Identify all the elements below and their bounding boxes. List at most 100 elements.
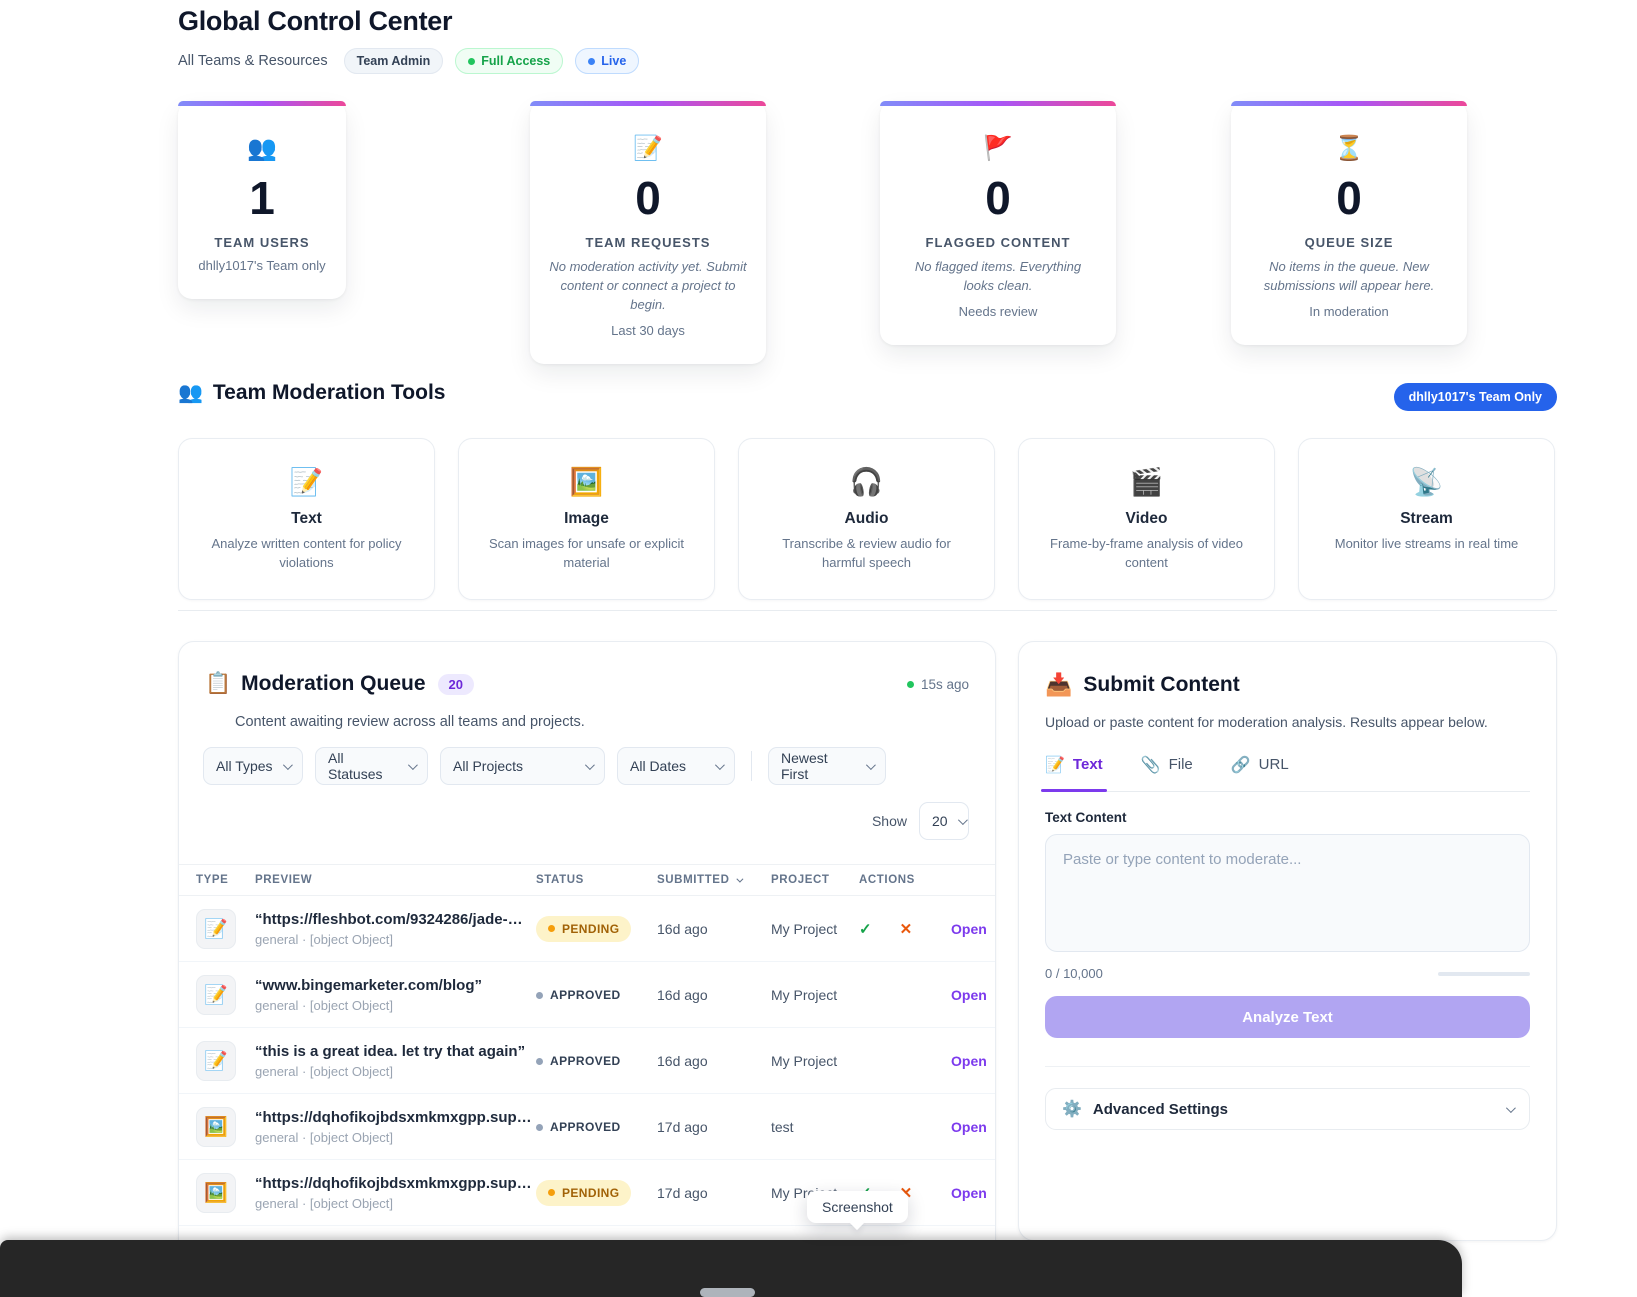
content-textarea[interactable] <box>1045 834 1530 952</box>
row-meta: general · [object Object] <box>255 931 394 947</box>
table-row[interactable]: 🖼️ “https://dqhofikojbdsxmkmxgpp.sup… gen… <box>179 1094 995 1160</box>
advanced-settings-toggle[interactable]: ⚙️ Advanced Settings <box>1045 1088 1530 1130</box>
tool-card-video[interactable]: 🎬 Video Frame-by-frame analysis of video… <box>1018 438 1275 600</box>
tool-card-text[interactable]: 📝 Text Analyze written content for polic… <box>178 438 435 600</box>
filter-types-select[interactable]: All Types <box>203 747 303 785</box>
tab-url[interactable]: 🔗 URL <box>1230 756 1289 774</box>
tool-desc: Frame-by-frame analysis of video content <box>1050 536 1243 570</box>
amber-dot-icon <box>548 1189 555 1196</box>
team-icon: 👥 <box>178 382 203 404</box>
open-link[interactable]: Open <box>951 1184 987 1201</box>
submit-divider <box>1045 1066 1530 1067</box>
status-dot-icon <box>906 680 914 688</box>
text-type-icon: 📝 <box>196 1040 236 1081</box>
audio-tool-icon: 🎧 <box>849 467 884 497</box>
clipboard-icon: 📋 <box>205 672 232 695</box>
green-dot-icon <box>468 57 476 65</box>
open-link[interactable]: Open <box>951 1052 987 1069</box>
image-type-icon: 🖼️ <box>196 1106 236 1147</box>
row-submitted: 17d ago <box>657 1118 708 1135</box>
text-content-label: Text Content <box>1045 810 1127 825</box>
row-preview: “https://dqhofikojbdsxmkmxgpp.sup… <box>255 1174 532 1192</box>
row-submitted: 16d ago <box>657 1052 708 1069</box>
open-link[interactable]: Open <box>951 1118 987 1135</box>
reject-button[interactable]: ✕ <box>899 920 913 938</box>
tool-card-audio[interactable]: 🎧 Audio Transcribe & review audio for ha… <box>738 438 995 600</box>
tool-card-image[interactable]: 🖼️ Image Scan images for unsafe or expli… <box>458 438 715 600</box>
gray-dot-icon <box>536 991 543 999</box>
filter-divider <box>751 751 752 781</box>
full-access-badge: Full Access <box>455 48 564 74</box>
row-project: test <box>771 1118 794 1135</box>
paperclip-icon: 📎 <box>1140 756 1161 774</box>
stream-tool-icon: 📡 <box>1409 467 1444 497</box>
stat-caption: Last 30 days <box>611 322 685 338</box>
tool-name: Image <box>564 510 609 527</box>
text-type-icon: 📝 <box>196 974 236 1015</box>
tool-desc: Monitor live streams in real time <box>1334 536 1519 551</box>
submit-subtitle: Upload or paste content for moderation a… <box>1045 714 1488 730</box>
chevron-down-icon <box>282 759 293 770</box>
sort-column-submitted[interactable]: SUBMITTED <box>657 874 771 886</box>
image-tool-icon: 🖼️ <box>569 467 604 497</box>
row-preview: “this is a great idea. let try that agai… <box>255 1042 526 1060</box>
filter-statuses-select[interactable]: All Statuses <box>315 747 428 785</box>
video-tool-icon: 🎬 <box>1129 467 1164 497</box>
char-progress-bar <box>1438 971 1530 976</box>
tool-name: Video <box>1125 510 1168 527</box>
row-meta: general · [object Object] <box>255 1063 394 1079</box>
chevron-down-icon <box>714 759 725 770</box>
tool-name: Audio <box>844 510 889 527</box>
filter-projects-select[interactable]: All Projects <box>440 747 605 785</box>
tools-section-title: Team Moderation Tools <box>212 380 446 404</box>
status-badge: APPROVED <box>536 1120 621 1134</box>
row-preview: “www.bingemarketer.com/blog” <box>255 976 482 994</box>
stat-label: QUEUE SIZE <box>1304 235 1394 250</box>
open-link[interactable]: Open <box>951 920 987 937</box>
tab-text[interactable]: 📝 Text <box>1041 750 1107 792</box>
row-preview: “https://fleshbot.com/9324286/jade-… <box>255 910 523 928</box>
status-badge: APPROVED <box>536 1054 621 1068</box>
tool-card-stream[interactable]: 📡 Stream Monitor live streams in real ti… <box>1298 438 1555 600</box>
dock-handle[interactable] <box>700 1288 755 1297</box>
row-submitted: 16d ago <box>657 986 708 1003</box>
row-meta: general · [object Object] <box>255 1195 394 1211</box>
row-meta: general · [object Object] <box>255 997 394 1013</box>
page-size-select[interactable]: 20 <box>919 802 969 840</box>
team-admin-badge: Team Admin <box>343 48 444 74</box>
live-badge: Live <box>575 48 640 74</box>
status-badge: APPROVED <box>536 988 621 1002</box>
open-link[interactable]: Open <box>951 986 987 1003</box>
blue-dot-icon <box>588 57 596 65</box>
tool-desc: Analyze written content for policy viola… <box>211 536 402 570</box>
chevron-down-icon <box>1505 1102 1516 1113</box>
stat-note: No flagged items. Everything looks clean… <box>914 259 1082 293</box>
link-icon: 🔗 <box>1230 756 1251 774</box>
tab-file[interactable]: 📎 File <box>1140 756 1193 774</box>
sort-select[interactable]: Newest First <box>768 747 886 785</box>
table-row[interactable]: 📝 “https://fleshbot.com/9324286/jade-… ge… <box>179 896 995 962</box>
table-row[interactable]: 🖼️ “https://dqhofikojbdsxmkmxgpp.sup… gen… <box>179 1160 995 1226</box>
chevron-down-icon <box>957 814 968 825</box>
chevron-down-icon <box>407 759 418 770</box>
team-only-pill: dhlly1017's Team Only <box>1393 383 1557 411</box>
stat-card-flagged-content: 🚩 0 FLAGGED CONTENT No flagged items. Ev… <box>880 101 1116 345</box>
tool-desc: Scan images for unsafe or explicit mater… <box>488 536 685 570</box>
stat-label: FLAGGED CONTENT <box>925 235 1071 250</box>
filter-dates-select[interactable]: All Dates <box>617 747 735 785</box>
screenshot-tooltip: Screenshot <box>807 1191 908 1223</box>
table-row[interactable]: 📝 “this is a great idea. let try that ag… <box>179 1028 995 1094</box>
submit-title: Submit Content <box>1083 673 1240 696</box>
stat-note: No moderation activity yet. Submit conte… <box>549 259 747 312</box>
analyze-text-button[interactable]: Analyze Text <box>1045 996 1530 1038</box>
row-project: My Project <box>771 986 838 1003</box>
status-badge: PENDING <box>536 915 632 942</box>
queue-subtitle: Content awaiting review across all teams… <box>235 714 585 730</box>
table-row[interactable]: 📝 “www.bingemarketer.com/blog” general · … <box>179 962 995 1028</box>
stat-value: 0 <box>1336 172 1362 224</box>
text-type-icon: 📝 <box>196 908 236 949</box>
approve-button[interactable]: ✓ <box>859 920 872 938</box>
row-project: My Project <box>771 1052 838 1069</box>
row-submitted: 17d ago <box>657 1184 708 1201</box>
tools-row: 📝 Text Analyze written content for polic… <box>178 438 1555 600</box>
